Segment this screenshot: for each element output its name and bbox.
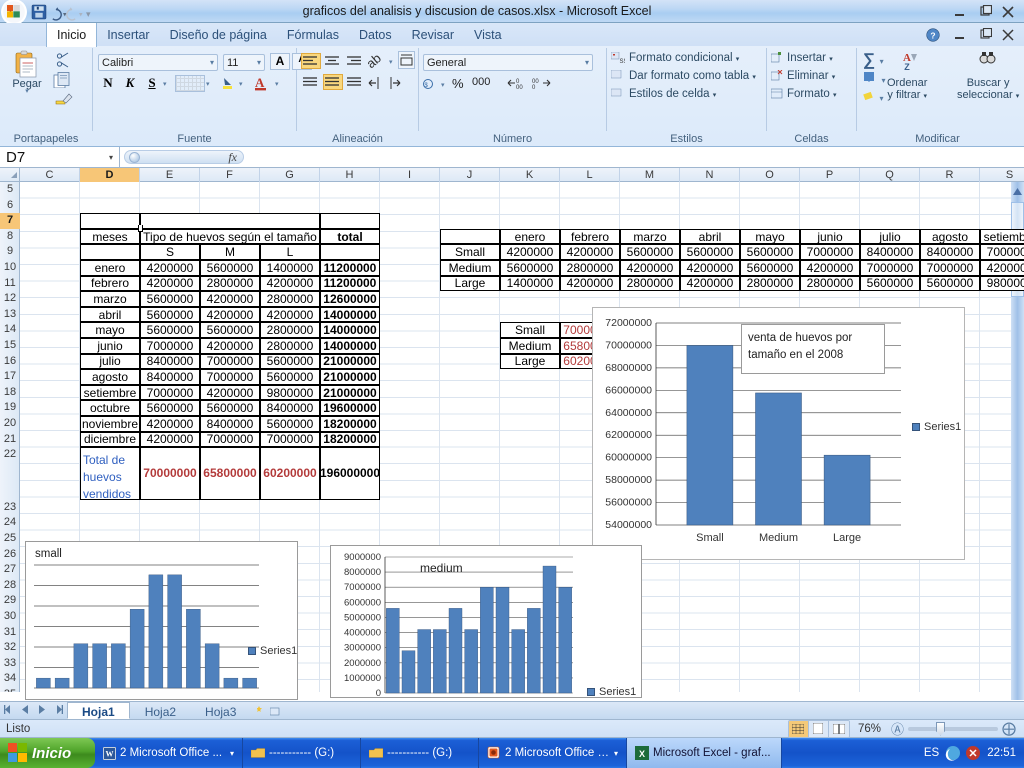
svg-text:6000000: 6000000 xyxy=(344,597,381,608)
svg-text:A: A xyxy=(255,75,265,90)
svg-text:Large: Large xyxy=(833,532,861,544)
svg-text:?: ? xyxy=(930,30,935,40)
svg-text:58000000: 58000000 xyxy=(605,474,652,486)
svg-text:SS: SS xyxy=(620,59,626,64)
svg-text:3000000: 3000000 xyxy=(344,643,381,654)
svg-text:60000000: 60000000 xyxy=(605,452,652,464)
svg-text:1000000: 1000000 xyxy=(344,673,381,684)
svg-text:70000000: 70000000 xyxy=(605,339,652,351)
svg-text:56000000: 56000000 xyxy=(605,497,652,509)
svg-text:W: W xyxy=(106,749,114,758)
svg-text:62000000: 62000000 xyxy=(605,429,652,441)
svg-text:4000000: 4000000 xyxy=(344,628,381,639)
svg-text:Z: Z xyxy=(904,62,910,72)
svg-text:Medium: Medium xyxy=(759,532,798,544)
svg-text:66000000: 66000000 xyxy=(605,384,652,396)
svg-text:54000000: 54000000 xyxy=(605,519,652,531)
svg-text:68000000: 68000000 xyxy=(605,362,652,374)
svg-text:00: 00 xyxy=(516,85,523,91)
svg-text:2000000: 2000000 xyxy=(344,658,381,669)
svg-text:X: X xyxy=(639,749,645,759)
svg-text:ab: ab xyxy=(367,54,384,70)
svg-text:7000000: 7000000 xyxy=(344,582,381,593)
svg-text:0: 0 xyxy=(532,85,536,91)
svg-text:9000000: 9000000 xyxy=(344,552,381,563)
svg-text:Small: Small xyxy=(696,532,724,544)
svg-text:8000000: 8000000 xyxy=(344,567,381,578)
svg-text:5000000: 5000000 xyxy=(344,612,381,623)
svg-text:0: 0 xyxy=(376,688,381,698)
svg-text:64000000: 64000000 xyxy=(605,407,652,419)
svg-text:72000000: 72000000 xyxy=(605,317,652,329)
